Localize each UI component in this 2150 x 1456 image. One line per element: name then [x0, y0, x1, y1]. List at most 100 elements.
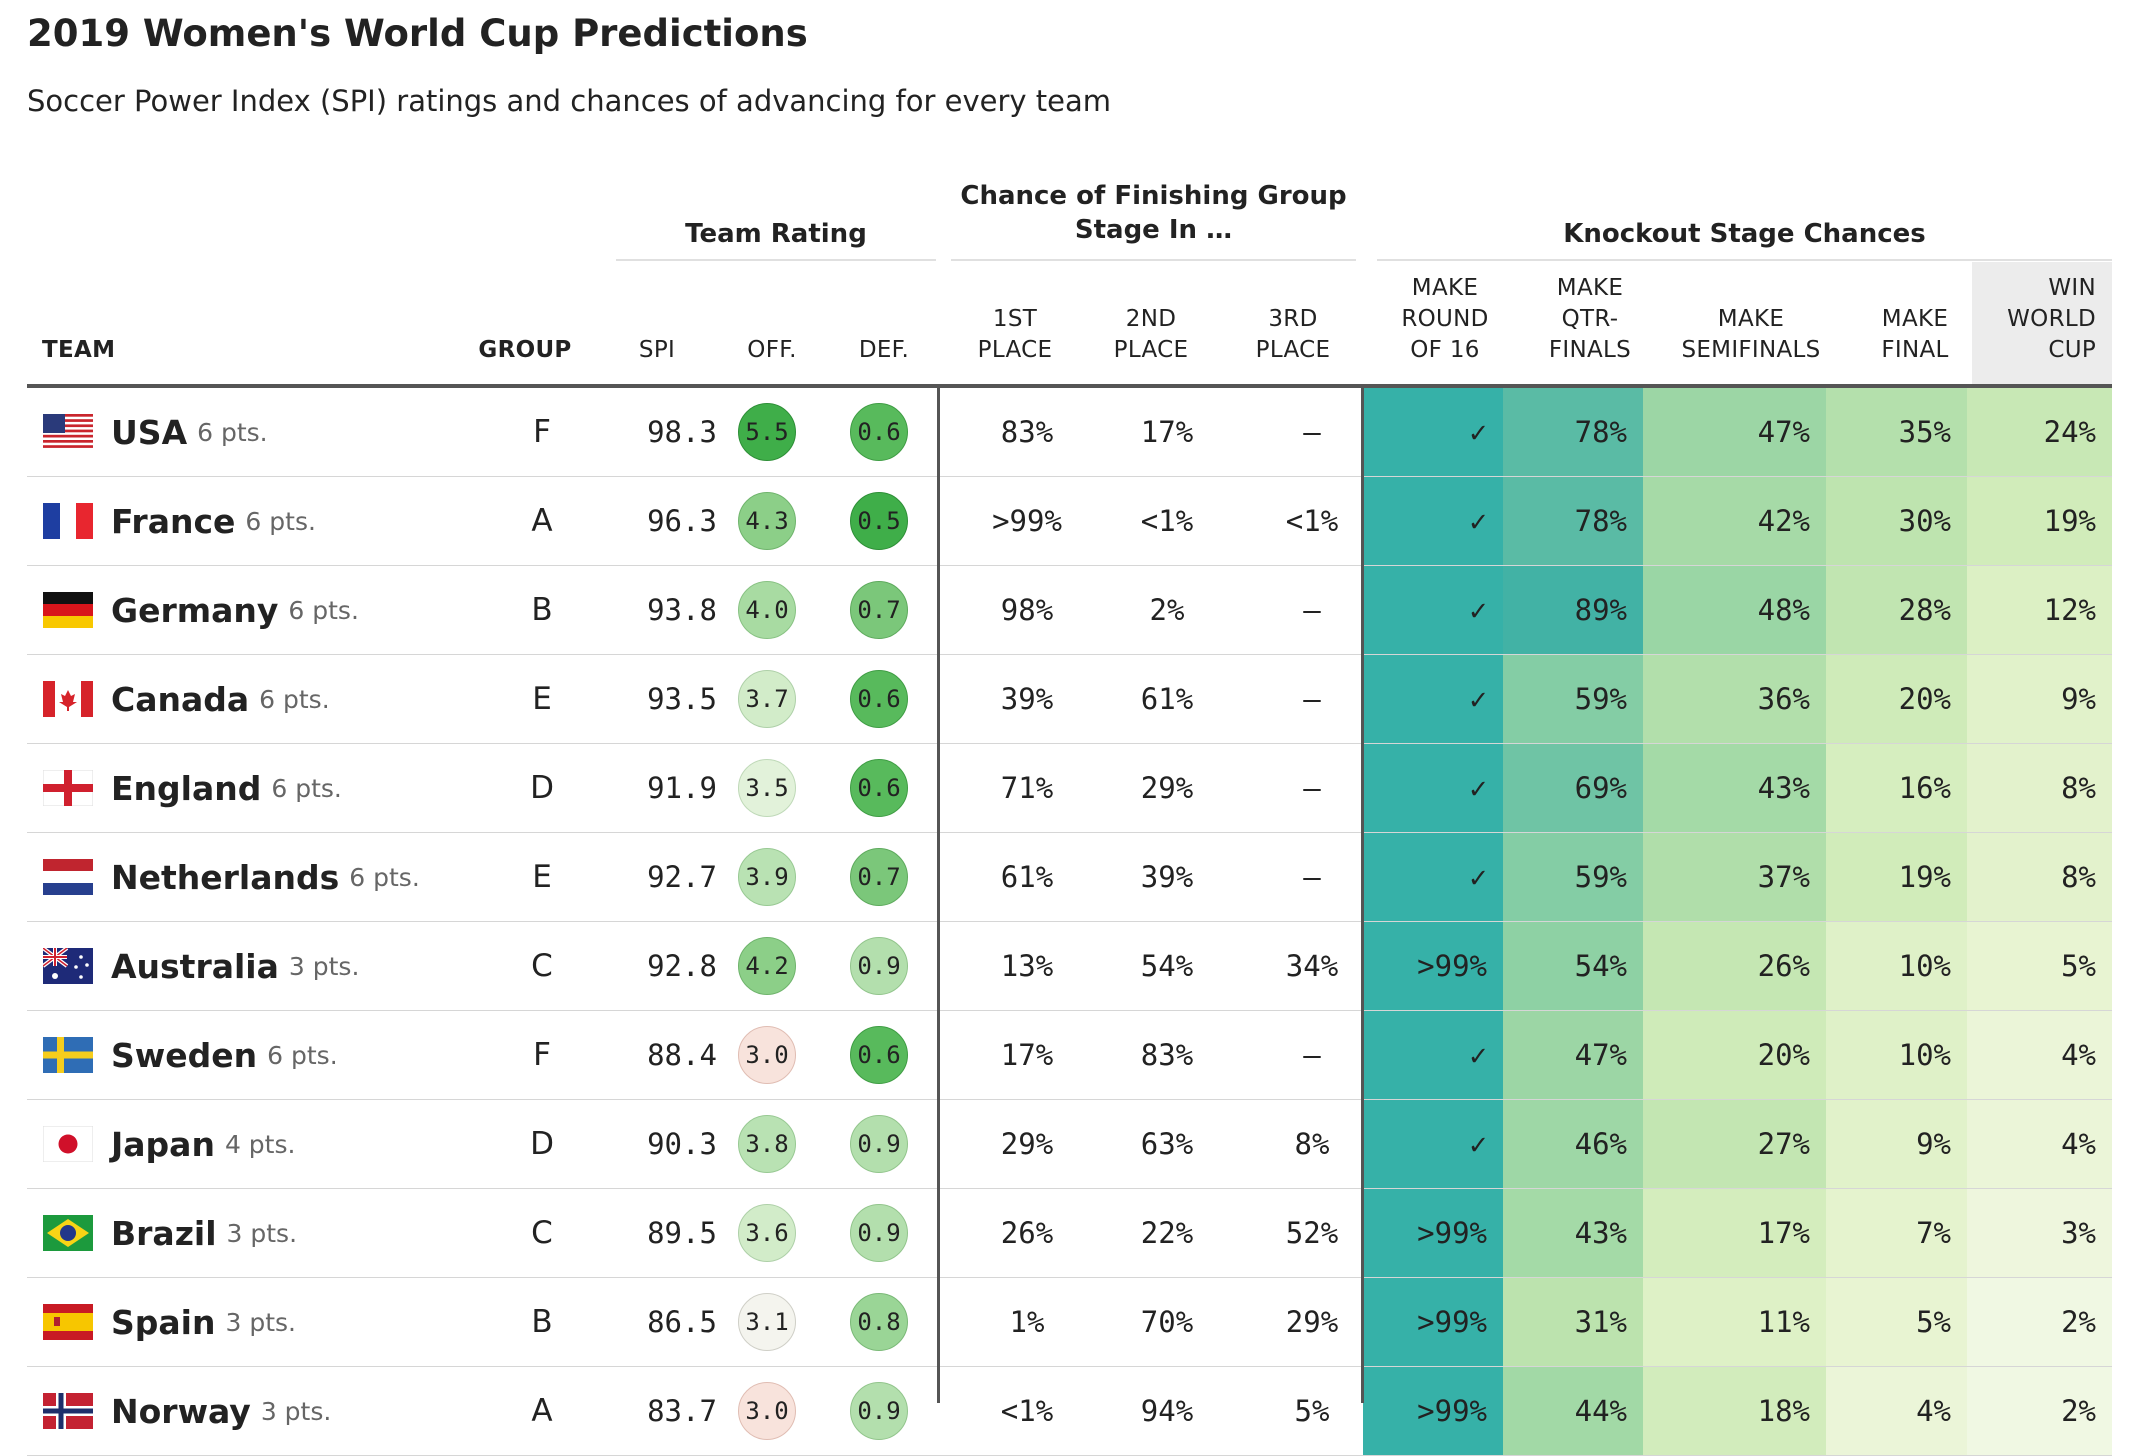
off-cell: 4.0	[712, 566, 822, 654]
spi-value: 91.9	[647, 771, 717, 805]
table-row[interactable]: Australia 3 pts. C 92.8 4.2 0.9 13% 54% 34% >99% 5…	[27, 922, 2112, 1011]
team-cell: Australia 3 pts.	[27, 922, 547, 1010]
table-row[interactable]: Canada 6 pts. E 93.5 3.7 0.6 39% 61% – ✓ 59% 36% 20%…	[27, 655, 2112, 744]
semifinals-cell: 42%	[1643, 477, 1826, 565]
win-world-cup-value: 19%	[2043, 504, 2096, 538]
third-place-value: 29%	[1285, 1305, 1339, 1339]
semifinals-cell: 43%	[1643, 744, 1826, 832]
win-world-cup-value: 4%	[2061, 1038, 2096, 1072]
col-header-sf[interactable]: MAKE SEMIFINALS	[1681, 306, 1821, 363]
quarterfinals-cell: 31%	[1503, 1278, 1643, 1366]
semifinals-cell: 11%	[1643, 1278, 1826, 1366]
col-header-spi[interactable]: SPI	[638, 337, 676, 363]
table-row[interactable]: England 6 pts. D 91.9 3.5 0.6 71% 29% – ✓ 69% 43% 16…	[27, 744, 2112, 833]
off-cell: 4.2	[712, 922, 822, 1010]
flag-norway-icon	[43, 1393, 111, 1429]
spi-value: 92.7	[647, 860, 717, 894]
team-name: Norway	[111, 1391, 251, 1431]
col-header-team[interactable]: TEAM	[42, 337, 116, 363]
group-value: B	[531, 592, 553, 628]
col-header-group[interactable]: GROUP	[478, 337, 572, 363]
group-cell: A	[467, 477, 617, 565]
final-value: 4%	[1916, 1394, 1951, 1428]
quarterfinals-cell: 44%	[1503, 1367, 1643, 1455]
quarterfinals-cell: 54%	[1503, 922, 1643, 1010]
table-row[interactable]: Germany 6 pts. B 93.8 4.0 0.7 98% 2% – ✓ 89% 48% 28%…	[27, 566, 2112, 655]
table-row[interactable]: Brazil 3 pts. C 89.5 3.6 0.9 26% 22% 52% >99% 43% 1…	[27, 1189, 2112, 1278]
table-row[interactable]: USA 6 pts. F 98.3 5.5 0.6 83% 17% – ✓ 78% 47% 35% 24%	[27, 388, 2112, 477]
off-cell: 3.1	[712, 1278, 822, 1366]
group-cell: E	[467, 833, 617, 921]
group-stage-label-line2: Stage In …	[1074, 215, 1233, 245]
final-value: 5%	[1916, 1305, 1951, 1339]
win-world-cup-value: 5%	[2061, 949, 2096, 983]
round-of-16-cell: ✓	[1363, 477, 1503, 565]
team-points: 3 pts.	[260, 1396, 332, 1426]
col-header-def[interactable]: DEF.	[858, 337, 910, 363]
first-place-value: 71%	[1000, 771, 1054, 805]
third-place-cell: –	[1242, 566, 1382, 654]
col-header-win[interactable]: WIN WORLD CUP	[2007, 275, 2096, 363]
semifinals-value: 43%	[1757, 771, 1810, 805]
team-points: 3 pts.	[288, 951, 360, 981]
third-place-value: 34%	[1285, 949, 1339, 983]
win-world-cup-value: 2%	[2061, 1394, 2096, 1428]
col-header-r16[interactable]: MAKE ROUND OF 16	[1401, 275, 1489, 363]
round-of-16-value: ✓	[1469, 1127, 1487, 1161]
first-place-value: 39%	[1000, 682, 1054, 716]
spi-value: 96.3	[647, 504, 717, 538]
final-value: 10%	[1898, 949, 1951, 983]
group-cell: E	[467, 655, 617, 743]
group-cell: C	[467, 1189, 617, 1277]
col-header-second[interactable]: 2ND PLACE	[1113, 306, 1189, 363]
team-cell: USA 6 pts.	[27, 388, 547, 476]
team-cell: Spain 3 pts.	[27, 1278, 547, 1366]
team-name: USA	[111, 412, 188, 452]
win-world-cup-cell: 3%	[1967, 1189, 2112, 1277]
col-header-final[interactable]: MAKE FINAL	[1881, 306, 1949, 363]
col-header-first[interactable]: 1ST PLACE	[977, 306, 1053, 363]
semifinals-value: 48%	[1757, 593, 1810, 627]
third-place-value: –	[1303, 682, 1321, 716]
quarterfinals-value: 59%	[1574, 860, 1627, 894]
spi-value: 93.5	[647, 682, 717, 716]
win-world-cup-value: 12%	[2043, 593, 2096, 627]
semifinals-value: 42%	[1757, 504, 1810, 538]
def-rating-bubble: 0.6	[850, 1026, 908, 1084]
table-row[interactable]: Japan 4 pts. D 90.3 3.8 0.9 29% 63% 8% ✓ 46% 27% 9% 4…	[27, 1100, 2112, 1189]
flag-usa-icon	[43, 414, 111, 450]
semifinals-value: 26%	[1757, 949, 1810, 983]
def-rating-bubble: 0.9	[850, 937, 908, 995]
quarterfinals-value: 78%	[1574, 504, 1627, 538]
off-rating-bubble: 4.3	[738, 492, 796, 550]
team-points: 6 pts.	[197, 417, 268, 447]
team-table-body: USA 6 pts. F 98.3 5.5 0.6 83% 17% – ✓ 78% 47% 35% 24%…	[0, 388, 2150, 1456]
def-cell: 0.9	[824, 922, 934, 1010]
final-cell: 30%	[1826, 477, 1967, 565]
semifinals-value: 37%	[1757, 860, 1810, 894]
col-header-third[interactable]: 3RD PLACE	[1255, 306, 1331, 363]
table-row[interactable]: Sweden 6 pts. F 88.4 3.0 0.6 17% 83% – ✓ 47% 20% 10%…	[27, 1011, 2112, 1100]
table-row[interactable]: Netherlands 6 pts. E 92.7 3.9 0.7 61% 39% – ✓ 59% 3…	[27, 833, 2112, 922]
first-place-value: 61%	[1000, 860, 1054, 894]
def-rating-bubble: 0.5	[850, 492, 908, 550]
team-cell: Netherlands 6 pts.	[27, 833, 547, 921]
spi-cell: 90.3	[607, 1100, 757, 1188]
table-row[interactable]: Norway 3 pts. A 83.7 3.0 0.9 <1% 94% 5% >99% 44% 18…	[27, 1367, 2112, 1456]
third-place-value: 5%	[1294, 1394, 1330, 1428]
team-rating-group-header: Team Rating	[616, 195, 936, 261]
col-header-off[interactable]: OFF.	[747, 337, 797, 363]
team-points: 6 pts.	[267, 1040, 338, 1070]
def-rating-bubble: 0.6	[850, 670, 908, 728]
table-row[interactable]: Spain 3 pts. B 86.5 3.1 0.8 1% 70% 29% >99% 31% 11%…	[27, 1278, 2112, 1367]
second-place-cell: 63%	[1097, 1100, 1237, 1188]
semifinals-cell: 18%	[1643, 1367, 1826, 1455]
third-place-cell: –	[1242, 388, 1382, 476]
win-world-cup-cell: 12%	[1967, 566, 2112, 654]
table-row[interactable]: France 6 pts. A 96.3 4.3 0.5 >99% <1% <1% ✓ 78% 42%…	[27, 477, 2112, 566]
round-of-16-cell: ✓	[1363, 566, 1503, 654]
spi-cell: 96.3	[607, 477, 757, 565]
final-cell: 10%	[1826, 1011, 1967, 1099]
col-header-qf[interactable]: MAKE QTR- FINALS	[1548, 275, 1632, 363]
def-cell: 0.5	[824, 477, 934, 565]
